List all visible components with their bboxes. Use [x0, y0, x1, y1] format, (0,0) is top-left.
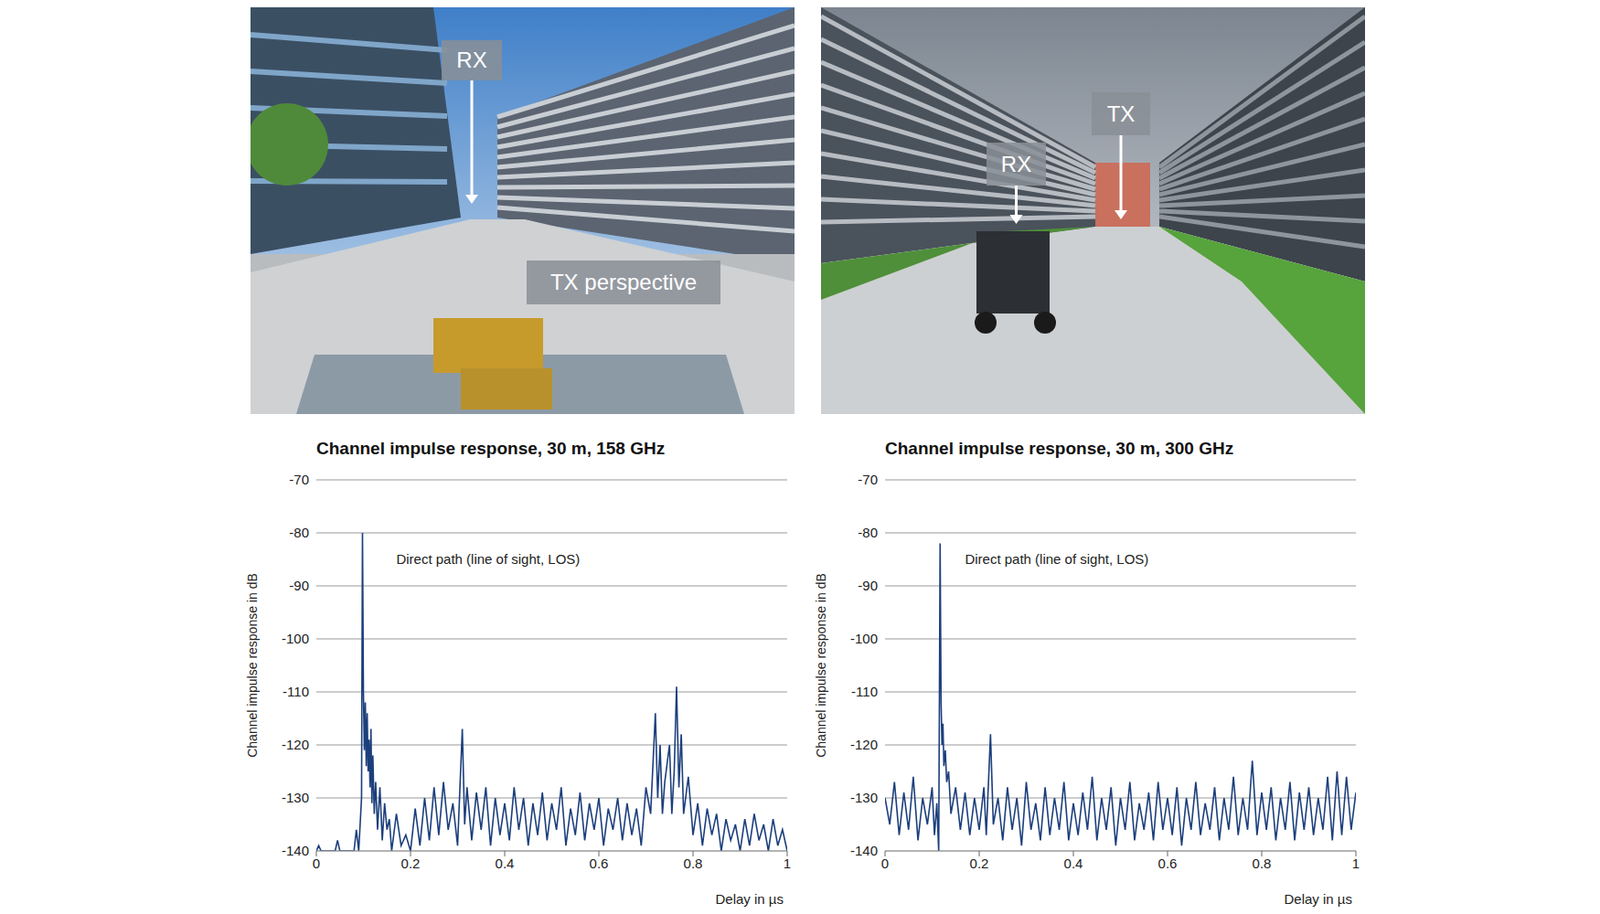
svg-text:-110: -110 — [282, 683, 310, 700]
svg-text:Direct path (line of sight, LO: Direct path (line of sight, LOS) — [395, 551, 580, 567]
svg-text:RX: RX — [1001, 151, 1032, 177]
svg-text:-140: -140 — [281, 842, 310, 859]
svg-text:Delay in µs: Delay in µs — [714, 891, 784, 907]
svg-text:1: 1 — [1352, 855, 1360, 872]
svg-text:TX: TX — [1107, 101, 1136, 127]
svg-text:0.2: 0.2 — [401, 855, 421, 872]
svg-text:0.8: 0.8 — [1252, 855, 1272, 872]
svg-text:0: 0 — [312, 855, 320, 872]
svg-text:Channel impulse response in dB: Channel impulse response in dB — [245, 573, 260, 758]
svg-text:1: 1 — [783, 855, 791, 872]
svg-text:-70: -70 — [857, 471, 878, 488]
svg-text:0.4: 0.4 — [1064, 855, 1084, 872]
html-text:Channel impulse response, 30 m: Channel impulse response, 30 m, 158 GHz — [316, 438, 665, 459]
svg-text:-130: -130 — [281, 789, 310, 806]
svg-text:-140: -140 — [850, 842, 878, 859]
svg-text:-100: -100 — [281, 630, 310, 647]
svg-text:Direct path (line of sight, LO: Direct path (line of sight, LOS) — [964, 551, 1149, 567]
svg-text:-120: -120 — [281, 736, 310, 753]
svg-text:RX: RX — [456, 47, 487, 73]
svg-text:-120: -120 — [850, 736, 878, 753]
svg-text:-110: -110 — [851, 683, 878, 700]
svg-text:-90: -90 — [288, 577, 310, 594]
svg-text:0.2: 0.2 — [970, 855, 990, 872]
svg-text:-100: -100 — [850, 630, 878, 647]
svg-text:0.8: 0.8 — [683, 855, 704, 872]
svg-text:-130: -130 — [850, 789, 878, 806]
svg-text:-80: -80 — [288, 524, 310, 541]
svg-text:0: 0 — [881, 855, 889, 872]
svg-text:-70: -70 — [288, 471, 310, 488]
svg-text:TX perspective: TX perspective — [550, 269, 697, 295]
svg-text:Delay in µs: Delay in µs — [1283, 891, 1353, 907]
svg-text:0.6: 0.6 — [589, 855, 609, 872]
svg-text:-90: -90 — [857, 577, 878, 594]
svg-text:Channel impulse response in dB: Channel impulse response in dB — [813, 573, 829, 758]
html-text:Channel impulse response, 30 m: Channel impulse response, 30 m, 300 GHz — [885, 438, 1234, 459]
svg-text:-80: -80 — [857, 524, 878, 541]
svg-text:0.6: 0.6 — [1158, 855, 1178, 872]
svg-text:0.4: 0.4 — [495, 855, 515, 872]
